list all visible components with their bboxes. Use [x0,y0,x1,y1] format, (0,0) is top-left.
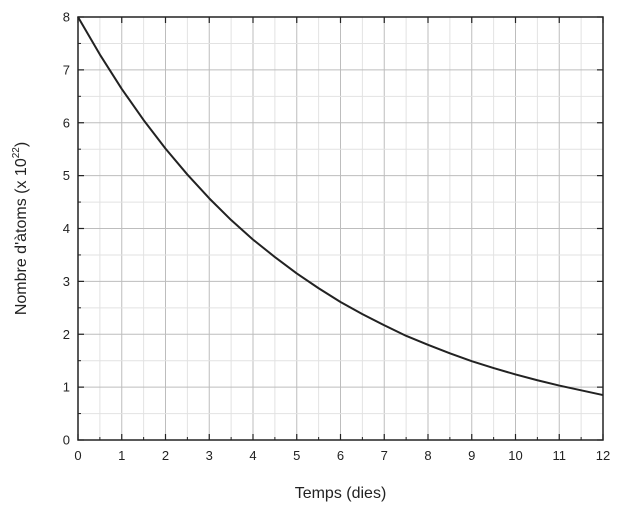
x-tick-label: 1 [118,448,125,463]
y-tick-label: 1 [63,380,70,395]
y-tick-label: 6 [63,115,70,130]
x-tick-label: 3 [206,448,213,463]
y-axis-title-suffix: ) [13,142,30,147]
x-tick-label: 12 [596,448,610,463]
data-series [77,16,604,397]
y-tick-label: 8 [63,10,70,25]
x-tick-label: 0 [74,448,81,463]
y-tick-label: 5 [63,168,70,183]
y-tick-label: 0 [63,433,70,448]
y-tick-label: 2 [63,327,70,342]
x-axis-title: Temps (dies) [295,485,387,502]
x-tick-label: 2 [162,448,169,463]
x-tick-label: 5 [293,448,300,463]
y-axis-title-exponent: 22 [11,147,22,159]
x-tick-label: 9 [468,448,475,463]
x-tick-label: 11 [553,448,567,463]
x-tick-label: 7 [381,448,388,463]
x-tick-label: 4 [249,448,256,463]
y-tick-label: 3 [63,274,70,289]
y-tick-label: 7 [63,62,70,77]
x-tick-label: 6 [337,448,344,463]
series-line [77,16,604,397]
y-axis-title-prefix: Nombre d'àtoms (x 10 [13,158,30,315]
y-axis: 0 1 2 3 4 5 6 7 8 [63,10,603,448]
y-tick-label: 4 [63,221,70,236]
x-tick-label: 10 [508,448,522,463]
x-tick-label: 8 [424,448,431,463]
x-axis: 0 1 2 3 4 5 6 7 8 9 10 11 12 [74,17,610,463]
y-axis-title: Nombre d'àtoms (x 1022) [11,142,30,315]
